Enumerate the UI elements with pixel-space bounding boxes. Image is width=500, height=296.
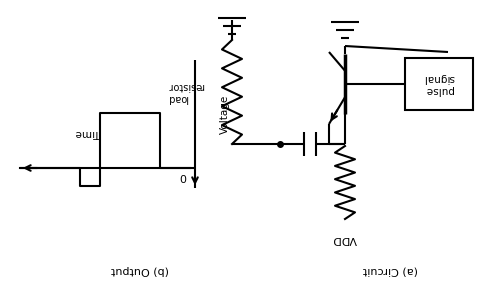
- Text: load
resistor: load resistor: [168, 81, 204, 103]
- Text: (a) Circuit: (a) Circuit: [362, 265, 418, 275]
- Text: pulse
signal: pulse signal: [424, 73, 454, 95]
- Text: Voltage: Voltage: [220, 94, 230, 133]
- Text: VDD: VDD: [332, 234, 357, 244]
- Text: 0: 0: [180, 171, 186, 181]
- Text: (b) Output: (b) Output: [111, 265, 169, 275]
- Text: Time: Time: [76, 128, 100, 138]
- Bar: [405, 58, 473, 110]
